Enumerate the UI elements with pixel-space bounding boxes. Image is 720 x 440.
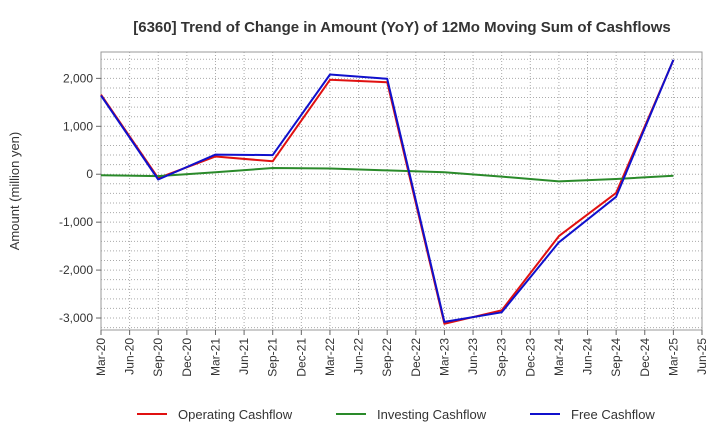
y-tick-label: 1,000: [63, 119, 93, 133]
x-axis: Mar-20 Jun-20 Sep-20 Dec-20 Mar-21 Jun-21 Sep-…: [94, 330, 709, 377]
legend-label-free-cashflow: Free Cashflow: [571, 407, 655, 422]
x-tick-label: Jun-23: [466, 338, 480, 375]
x-tick-label: Jun-25: [695, 338, 709, 375]
legend: Operating Cashflow Investing Cashflow Free…: [137, 407, 655, 422]
x-tick-label: Jun-24: [581, 338, 595, 375]
plot-frame: [100, 51, 703, 331]
x-tick-label: Mar-24: [552, 338, 566, 376]
y-tick-label: 2,000: [63, 71, 93, 85]
x-tick-label: Sep-24: [609, 338, 623, 377]
y-tick-label: -1,000: [59, 215, 93, 229]
series-line-operating-cashflow: [100, 59, 675, 325]
x-tick-label: Jun-20: [123, 338, 137, 375]
x-tick-label: Dec-24: [638, 338, 652, 377]
x-tick-label: Jun-22: [352, 338, 366, 375]
x-tick-label: Mar-21: [208, 338, 222, 376]
legend-label-operating-cashflow: Operating Cashflow: [178, 407, 293, 422]
series-line-free-cashflow: [100, 59, 675, 323]
x-tick-label: Dec-23: [523, 338, 537, 377]
series-line-investing-cashflow: [100, 167, 674, 183]
y-axis: 2,000 1,000 0 -1,000 -2,000 -3,000: [59, 71, 101, 325]
x-tick-label: Mar-25: [666, 338, 680, 376]
x-tick-label: Dec-21: [294, 338, 308, 377]
x-tick-label: Dec-22: [409, 338, 423, 377]
chart-title: [6360] Trend of Change in Amount (YoY) o…: [133, 19, 671, 36]
x-tick-label: Mar-20: [94, 338, 108, 376]
y-axis-label: Amount (million yen): [7, 132, 22, 251]
x-tick-label: Sep-23: [495, 338, 509, 377]
series-lines: [100, 59, 675, 325]
x-tick-label: Mar-23: [437, 338, 451, 376]
y-tick-label: -2,000: [59, 263, 93, 277]
x-tick-label: Dec-20: [180, 338, 194, 377]
y-tick-label: 0: [86, 167, 93, 181]
y-tick-label: -3,000: [59, 311, 93, 325]
legend-label-investing-cashflow: Investing Cashflow: [377, 407, 487, 422]
x-tick-label: Sep-22: [380, 338, 394, 377]
grid: [101, 52, 702, 330]
x-tick-label: Mar-22: [323, 338, 337, 376]
x-tick-label: Jun-21: [237, 338, 251, 375]
x-tick-label: Sep-21: [266, 338, 280, 377]
x-tick-label: Sep-20: [151, 338, 165, 377]
